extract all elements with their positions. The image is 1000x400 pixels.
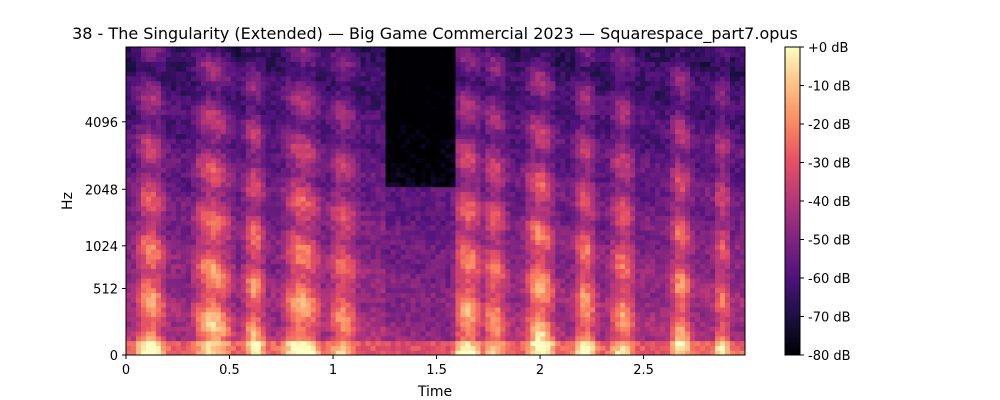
colorbar-tick-label: -20 dB — [808, 118, 851, 133]
colorbar-tick-label: -70 dB — [808, 311, 851, 326]
colorbar: +0 dB -10 dB -20 dB -30 dB -40 dB -50 dB -60 d… — [784, 41, 851, 364]
plot-frame — [125, 46, 746, 356]
colorbar-tick-label: +0 dB — [808, 41, 848, 56]
x-tick-label: 2 — [536, 363, 544, 378]
x-tick-label: 2.5 — [633, 363, 654, 378]
x-tick-label: 1 — [329, 363, 337, 378]
spectrogram-image — [126, 47, 745, 355]
y-tick-label: 4096 — [85, 116, 118, 131]
colorbar-tick-label: -80 dB — [808, 349, 851, 364]
x-tick-label: 0 — [122, 363, 130, 378]
colorbar-tick-label: -40 dB — [808, 195, 851, 210]
y-tick-label: 0 — [110, 349, 118, 364]
x-tick-label: 0.5 — [219, 363, 240, 378]
colorbar-ticks: +0 dB -10 dB -20 dB -30 dB -40 dB -50 dB -60 d… — [800, 41, 851, 364]
spectrogram-plot — [125, 46, 746, 356]
y-tick-label: 1024 — [85, 240, 118, 255]
x-tick-label: 1.5 — [426, 363, 447, 378]
chart-title: 38 - The Singularity (Extended) — Big Ga… — [72, 24, 798, 44]
y-tick-label: 2048 — [85, 183, 118, 198]
y-axis-label: Hz — [60, 192, 76, 210]
y-axis: 0 512 1024 2048 4096 — [85, 116, 126, 364]
colorbar-tick-label: -50 dB — [808, 234, 851, 249]
x-axis-label: Time — [417, 384, 452, 400]
x-axis: 0 0.5 1 1.5 2 2.5 — [122, 355, 654, 378]
colorbar-gradient — [784, 46, 801, 356]
colorbar-tick-label: -30 dB — [808, 157, 851, 172]
colorbar-tick-label: -10 dB — [808, 80, 851, 95]
y-tick-label: 512 — [93, 282, 118, 297]
colorbar-tick-label: -60 dB — [808, 272, 851, 287]
